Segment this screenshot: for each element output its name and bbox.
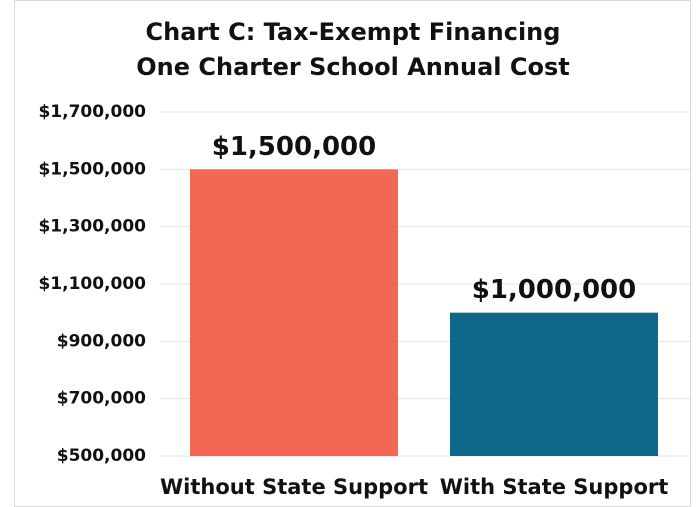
bar [450, 312, 658, 456]
bar [190, 169, 398, 457]
x-tick-label: Without State Support [160, 475, 428, 499]
value-label: $1,000,000 [472, 275, 636, 305]
chart-title: Chart C: Tax-Exempt Financing [146, 18, 561, 46]
y-tick-label: $1,700,000 [38, 102, 146, 122]
x-tick-label: With State Support [440, 475, 669, 499]
y-tick-label: $1,500,000 [38, 159, 146, 179]
y-tick-label: $500,000 [57, 446, 146, 466]
y-tick-label: $900,000 [57, 331, 146, 351]
y-tick-label: $1,300,000 [38, 217, 146, 237]
y-tick-label: $1,100,000 [38, 274, 146, 294]
value-label: $1,500,000 [212, 132, 376, 162]
y-tick-label: $700,000 [57, 389, 146, 409]
chart-subtitle: One Charter School Annual Cost [136, 53, 569, 81]
